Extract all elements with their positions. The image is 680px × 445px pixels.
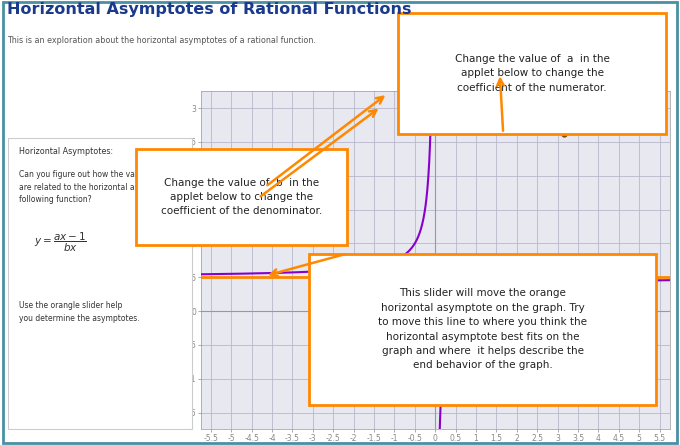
Text: Use the orangle slider help
you determine the asymptotes.: Use the orangle slider help you determin… — [19, 301, 140, 323]
Text: Horizontal Asymptotes of Rational Functions: Horizontal Asymptotes of Rational Functi… — [7, 2, 411, 17]
Text: This is an exploration about the horizontal asymptotes of a rational function.: This is an exploration about the horizon… — [7, 36, 316, 44]
Text: Change the value of  b  in the
applet below to change the
coefficient of the den: Change the value of b in the applet belo… — [160, 178, 322, 216]
Text: a = 2: a = 2 — [564, 95, 583, 101]
FancyBboxPatch shape — [8, 138, 192, 429]
Text: Horizontal Asymptotes:: Horizontal Asymptotes: — [19, 147, 114, 156]
Text: ⇱: ⇱ — [657, 98, 664, 107]
Text: $y = \dfrac{ax-1}{bx}$: $y = \dfrac{ax-1}{bx}$ — [34, 231, 87, 255]
Text: b = 4: b = 4 — [564, 111, 583, 117]
Text: Change the value of  a  in the
applet below to change the
coefficient of the num: Change the value of a in the applet belo… — [455, 54, 609, 93]
Text: This slider will move the orange
horizontal asymptote on the graph. Try
to move : This slider will move the orange horizon… — [378, 288, 588, 370]
Text: Can you figure out how the values of a and b
are related to the horizontal asymp: Can you figure out how the values of a a… — [19, 170, 196, 204]
FancyBboxPatch shape — [136, 149, 347, 245]
FancyBboxPatch shape — [309, 254, 656, 405]
FancyBboxPatch shape — [398, 13, 666, 134]
